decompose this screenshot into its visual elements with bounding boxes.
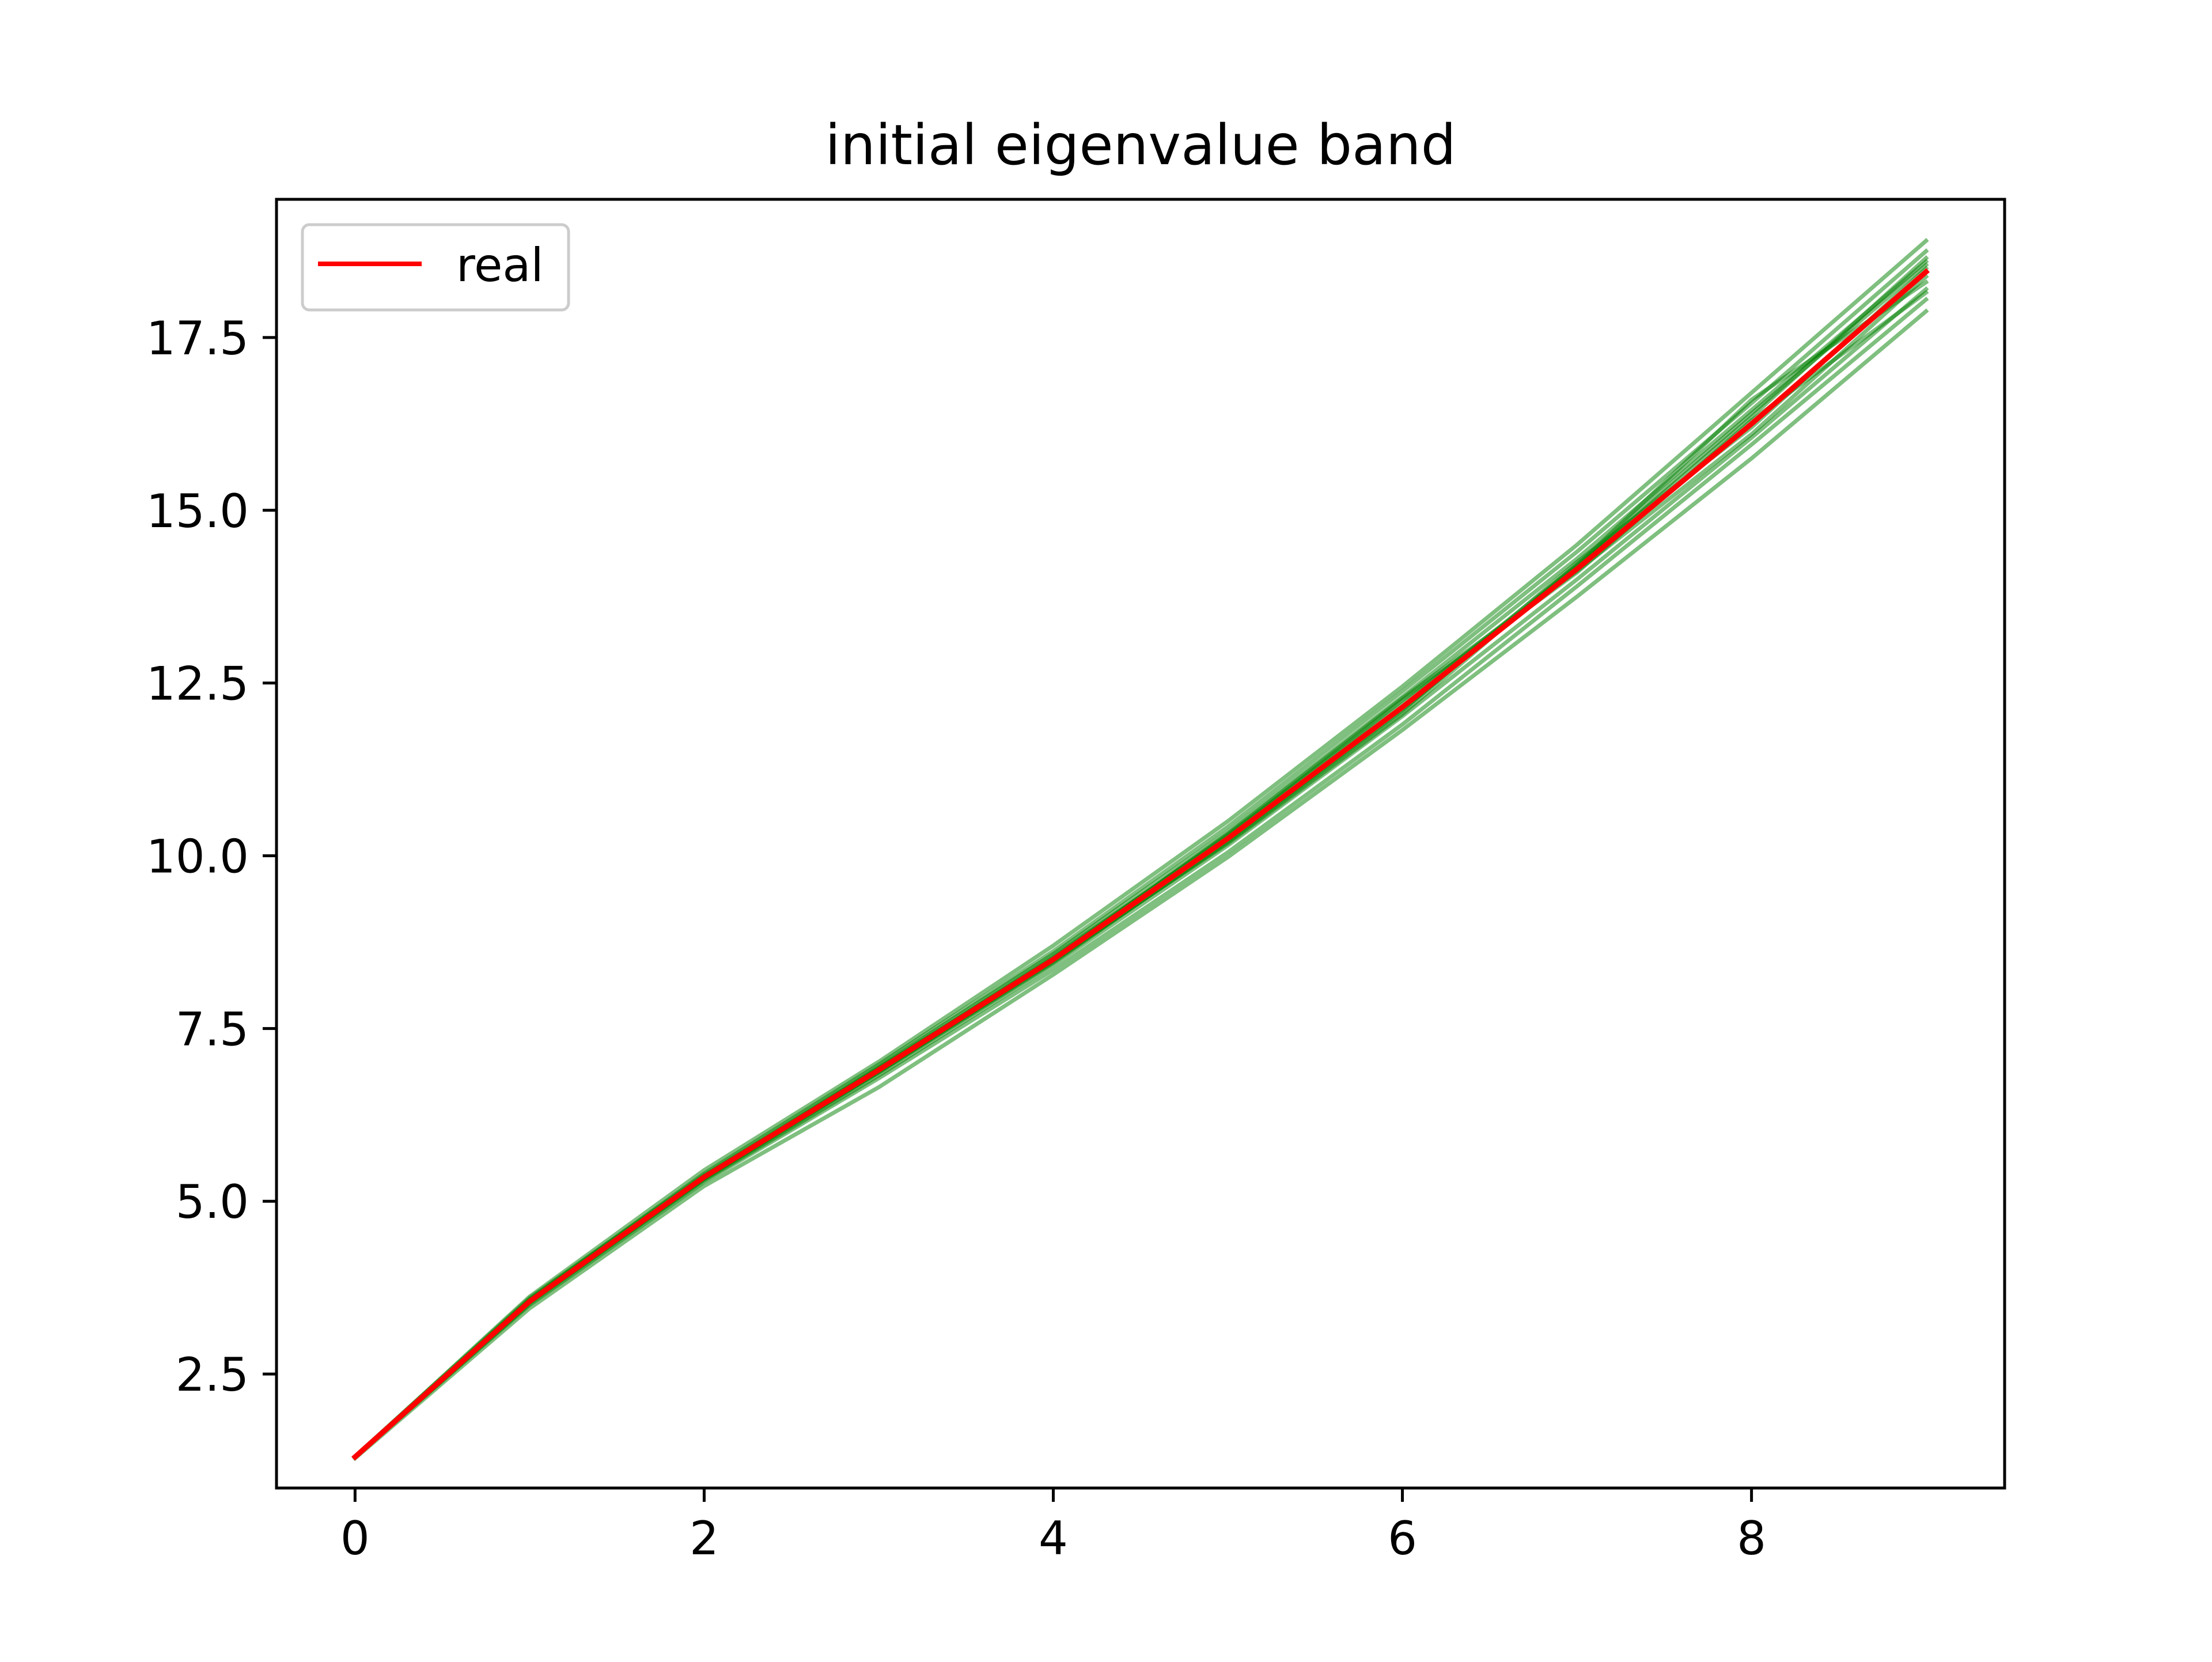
y-tick-label-5: 5.0 <box>176 1175 249 1229</box>
legend-box <box>301 223 570 312</box>
x-tick-label-6: 6 <box>1388 1512 1417 1565</box>
plot-frame <box>275 198 2006 1490</box>
series-line-band-2 <box>352 308 1929 1462</box>
x-tick-label-8: 8 <box>1737 1512 1766 1565</box>
x-axis: 0 2 4 6 8 <box>340 1488 1766 1565</box>
series-line-real <box>351 268 1930 1461</box>
y-tick-label-15: 15.0 <box>146 484 249 538</box>
x-tick-label-0: 0 <box>340 1512 370 1565</box>
legend: real <box>301 223 570 312</box>
chart-title: initial eigenvalue band <box>825 113 1456 177</box>
y-tick-label-7.5: 7.5 <box>176 1002 249 1056</box>
legend-label-real: real <box>456 238 544 292</box>
x-tick-label-4: 4 <box>1039 1512 1068 1565</box>
y-tick-label-2.5: 2.5 <box>176 1348 249 1402</box>
y-axis: 2.5 5.0 7.5 10.0 12.5 15.0 17.5 <box>146 312 276 1402</box>
series-layer <box>351 238 1930 1462</box>
series-line-band-1 <box>352 238 1929 1460</box>
x-tick-label-2: 2 <box>690 1512 719 1565</box>
y-tick-label-12.5: 12.5 <box>146 657 249 711</box>
y-tick-label-17.5: 17.5 <box>146 312 249 365</box>
y-tick-label-10: 10.0 <box>146 830 249 883</box>
